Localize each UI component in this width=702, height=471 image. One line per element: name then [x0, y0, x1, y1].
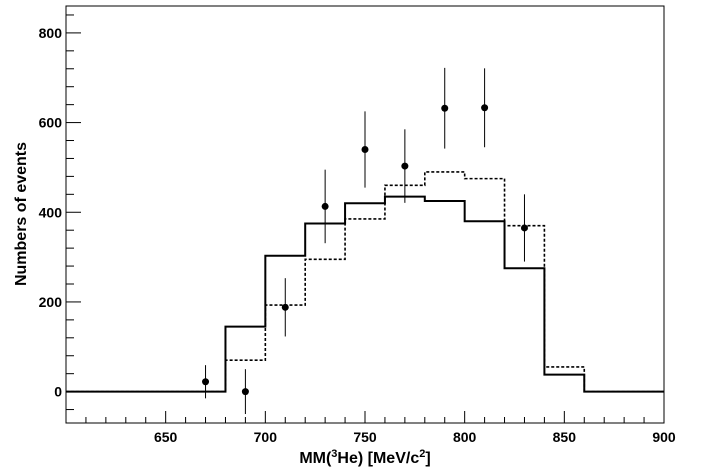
data-point [520, 224, 528, 232]
data-point [361, 145, 369, 153]
data-point [401, 162, 409, 170]
x-tick-label: 750 [353, 429, 377, 445]
x-tick-label: 650 [154, 429, 178, 445]
y-tick-label: 800 [39, 25, 63, 41]
axis-ticks: 650 700 750 800 850 900 0 200 400 600 800 [39, 14, 676, 445]
solid-histogram-series [66, 195, 664, 393]
y-tick-label: 400 [39, 204, 63, 220]
x-tick-label: 800 [453, 429, 477, 445]
x-tick-label: 850 [553, 429, 577, 445]
data-points-series [202, 67, 528, 415]
dashed-histogram-series [66, 171, 664, 393]
data-point [202, 378, 210, 386]
data-point [241, 388, 249, 396]
data-point [281, 303, 289, 311]
dashed-histogram-line [66, 171, 664, 393]
y-tick-label: 200 [39, 294, 63, 310]
data-point [441, 104, 449, 112]
y-tick-label: 0 [54, 384, 62, 400]
data-point [481, 104, 489, 112]
x-tick-label: 700 [254, 429, 278, 445]
solid-histogram-line [66, 195, 664, 393]
data-point [321, 202, 329, 210]
plot-frame [65, 5, 665, 424]
x-axis-label: MM(3He) [MeV/c2] [299, 448, 430, 467]
x-tick-label: 900 [652, 429, 676, 445]
y-tick-label: 600 [39, 115, 63, 131]
y-axis-label: Numbers of events [13, 142, 30, 286]
